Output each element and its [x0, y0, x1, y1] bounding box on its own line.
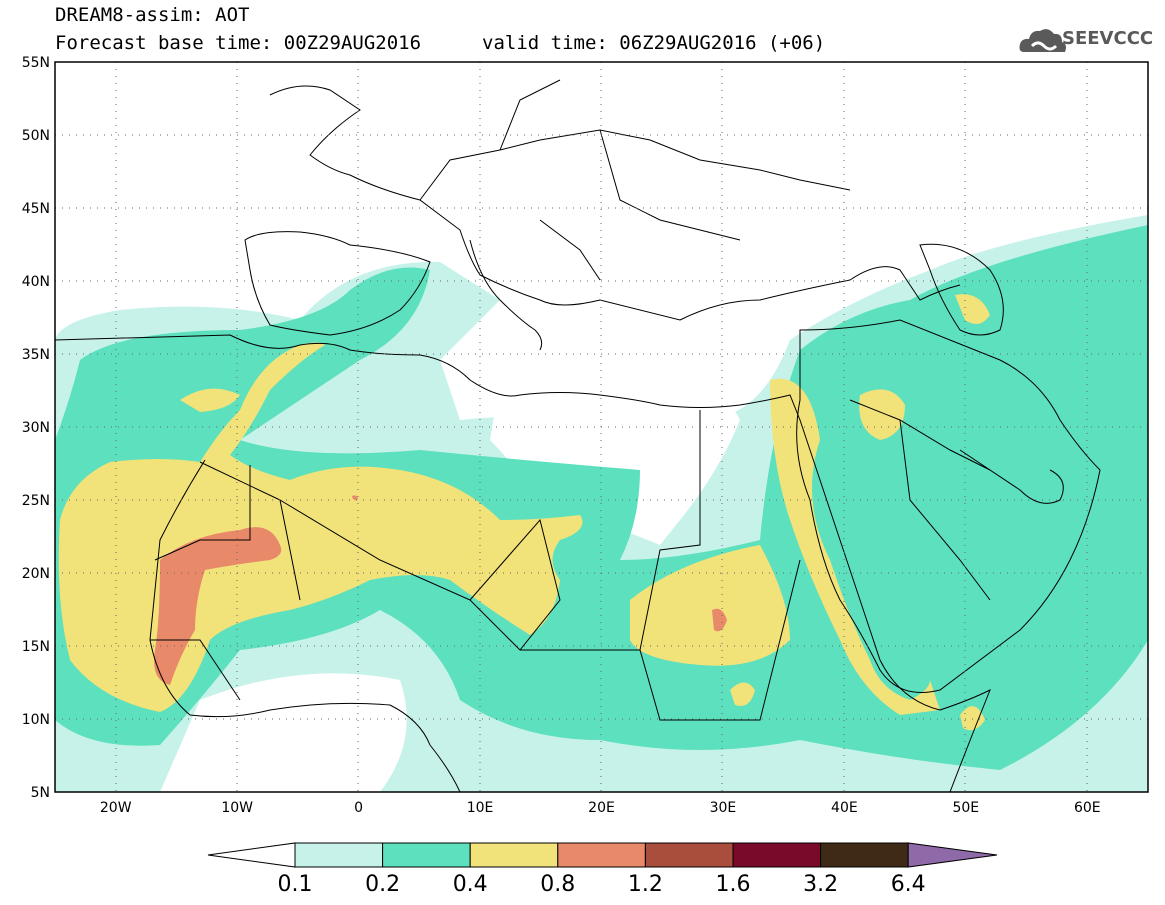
valid-time-label: valid time: 06Z29AUG2016 (+06)	[482, 32, 826, 54]
aot-band-04-arabia	[859, 389, 905, 440]
lat-tick-label: 55N	[22, 55, 50, 71]
aot-band-08-algeria	[352, 495, 358, 500]
lon-tick-label: 10E	[467, 800, 494, 816]
aot-band-04-sudan	[630, 545, 790, 666]
coastline-iberia	[244, 231, 431, 336]
coastline-caspian	[919, 243, 1004, 336]
border-europe	[419, 79, 851, 281]
lon-tick-label: 20E	[588, 800, 615, 816]
aot-band-04-redsea	[770, 378, 940, 715]
lat-tick-label: 10N	[22, 712, 50, 728]
lat-tick-label: 25N	[22, 493, 50, 509]
lat-tick-label: 15N	[22, 639, 50, 655]
lon-tick-label: 40E	[831, 800, 858, 816]
coastline-africa	[55, 334, 991, 792]
lat-tick-label: 30N	[22, 420, 50, 436]
lon-tick-labels: 20W 10W 0 10E 20E 30E 40E 50E 60E	[100, 800, 1101, 816]
lat-tick-label: 45N	[22, 201, 50, 217]
lat-tick-label: 35N	[22, 347, 50, 363]
coastline-westafrica	[149, 459, 461, 792]
base-time-label: Forecast base time: 00Z29AUG2016	[55, 32, 422, 54]
lat-tick-label: 5N	[31, 785, 50, 801]
aot-band-08-sudan	[712, 608, 727, 632]
coastline-europe	[269, 85, 961, 321]
aot-band-02	[55, 225, 1148, 770]
lon-tick-label: 20W	[100, 800, 132, 816]
lon-tick-label: 30E	[710, 800, 737, 816]
aot-band-04-somalia	[960, 706, 985, 731]
aot-band-04-morocco	[180, 388, 240, 412]
map-frame	[54, 61, 1149, 793]
lat-lon-grid	[55, 62, 1148, 792]
aot-band-04-ethiopia	[730, 682, 755, 706]
lat-tick-label: 40N	[22, 274, 50, 290]
logo-text: SEEVCCC	[1062, 28, 1154, 49]
aot-band-04-caspian	[955, 294, 990, 324]
coastline-italy	[469, 239, 543, 351]
cloud-icon	[1019, 29, 1066, 52]
coastline-arabia	[796, 319, 1101, 693]
lon-tick-label: 0	[354, 800, 363, 816]
lat-tick-labels: 5N 10N 15N 20N 25N 30N 35N 40N 45N 50N 55N	[22, 55, 50, 801]
lon-tick-label: 50E	[952, 800, 979, 816]
border-sahara-2	[150, 465, 251, 701]
lat-tick-label: 50N	[22, 128, 50, 144]
aot-band-08	[154, 527, 282, 685]
map-title: DREAM8-assim: AOT	[55, 4, 250, 26]
border-mideast	[849, 399, 991, 601]
lon-tick-label: 10W	[221, 800, 253, 816]
lon-tick-label: 60E	[1074, 800, 1101, 816]
lat-tick-label: 20N	[22, 566, 50, 582]
